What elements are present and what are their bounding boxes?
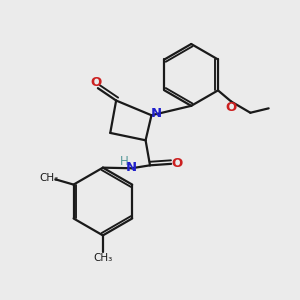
Text: N: N [126, 161, 137, 174]
Text: O: O [171, 157, 182, 170]
Text: N: N [151, 107, 162, 120]
Text: CH₃: CH₃ [93, 254, 112, 263]
Text: O: O [91, 76, 102, 89]
Text: H: H [120, 155, 129, 168]
Text: O: O [226, 101, 237, 114]
Text: CH₃: CH₃ [39, 173, 58, 183]
